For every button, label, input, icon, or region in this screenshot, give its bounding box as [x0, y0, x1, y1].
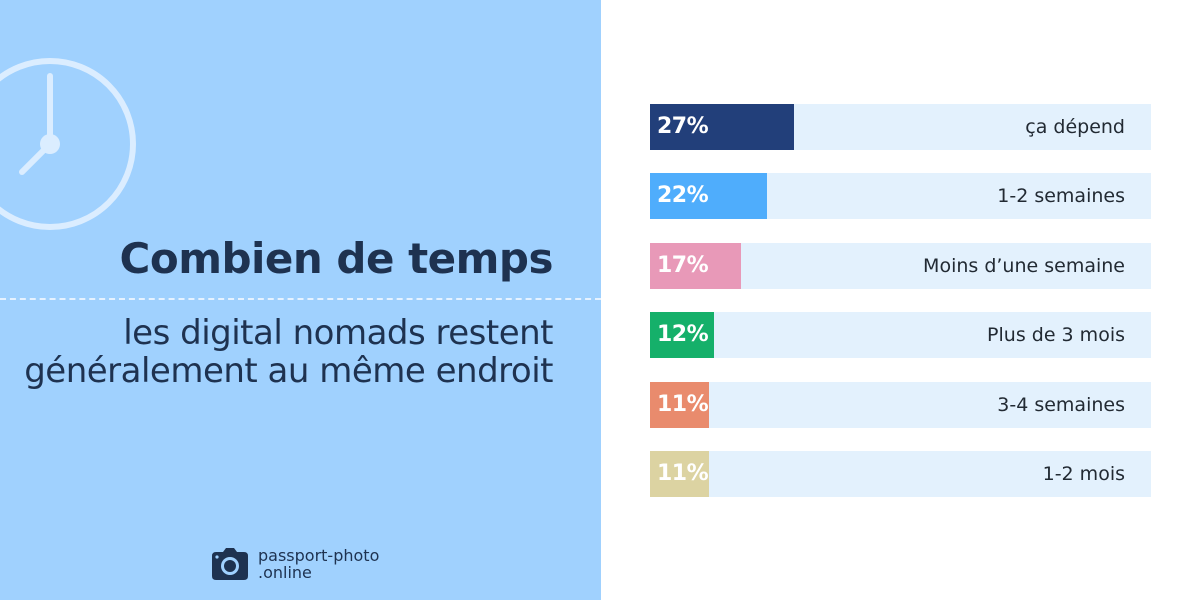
bar-row: 27% ça dépend [650, 104, 1151, 150]
bar-category-label: ça dépend [1025, 116, 1125, 138]
page-subtitle: les digital nomads restent généralement … [24, 313, 553, 391]
bar-value-label: 17% [657, 253, 709, 278]
bar-row: 22% 1-2 semaines [650, 173, 1151, 219]
bar-value-label: 11% [657, 392, 709, 417]
bar [650, 312, 714, 358]
bar [650, 173, 768, 219]
bar-value-label: 27% [657, 114, 709, 139]
brand-name-line1: passport-photo [258, 546, 380, 565]
brand-name: passport-photo .online [258, 547, 379, 581]
page-title: Combien de temps [119, 234, 554, 283]
bar-row: 17% Moins d’une semaine [650, 243, 1151, 289]
brand-logo[interactable]: passport-photo .online [212, 547, 379, 581]
bar-row: 12% Plus de 3 mois [650, 312, 1151, 358]
bar-category-label: 1-2 semaines [997, 185, 1125, 207]
bar-category-label: Moins d’une semaine [923, 255, 1125, 277]
brand-name-line2: .online [258, 563, 312, 582]
left-panel: Combien de temps les digital nomads rest… [0, 0, 601, 600]
bar [650, 451, 709, 497]
bar-category-label: 1-2 mois [1042, 463, 1125, 485]
bar-value-label: 22% [657, 183, 709, 208]
bar-category-label: 3-4 semaines [997, 394, 1125, 416]
camera-icon [212, 548, 248, 580]
bar-value-label: 11% [657, 461, 709, 486]
dashed-divider [0, 298, 601, 300]
bar-row: 11% 3-4 semaines [650, 382, 1151, 428]
bar-value-label: 12% [657, 322, 709, 347]
clock-icon [0, 58, 136, 230]
bar [650, 243, 741, 289]
bar [650, 382, 709, 428]
bar [650, 104, 795, 150]
bar-row: 11% 1-2 mois [650, 451, 1151, 497]
bar-category-label: Plus de 3 mois [987, 324, 1125, 346]
